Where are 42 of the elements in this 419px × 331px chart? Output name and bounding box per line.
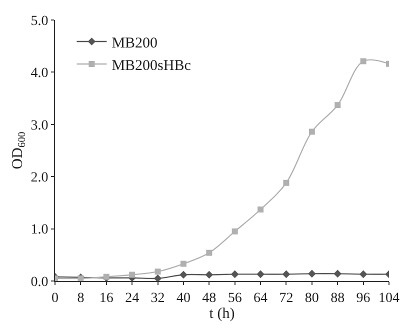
- x-tick-label: 32: [150, 290, 165, 306]
- x-tick-label: 16: [99, 290, 114, 306]
- point: [334, 270, 342, 278]
- x-tick-label: 0: [52, 290, 58, 306]
- point: [360, 58, 366, 64]
- x-tick-label: 8: [77, 290, 84, 306]
- point: [230, 270, 239, 278]
- point: [334, 102, 341, 108]
- x-tick-label: 104: [378, 290, 400, 306]
- y-tick-label: 3.0: [30, 118, 48, 134]
- point: [308, 128, 315, 135]
- legend-label: MB200sHBc: [112, 58, 192, 74]
- x-tick-label: 64: [254, 290, 268, 306]
- legend-label: MB200: [112, 35, 158, 52]
- point: [129, 272, 136, 278]
- y-tick-label: 4.0: [30, 66, 48, 82]
- x-tick-label: 72: [279, 290, 294, 306]
- point: [154, 274, 162, 281]
- x-tick-label: 40: [176, 290, 190, 306]
- point: [282, 270, 290, 278]
- point: [205, 270, 214, 279]
- y-tick-label: 0.0: [30, 274, 48, 290]
- x-axis-title: t (h): [209, 306, 235, 322]
- point: [359, 270, 368, 278]
- point: [308, 270, 316, 278]
- point: [180, 260, 186, 267]
- x-tick-label: 56: [228, 290, 242, 306]
- point: [232, 228, 238, 234]
- y-tick-label: 1.0: [30, 222, 48, 238]
- x-tick-label: 24: [125, 290, 140, 306]
- x-tick-label: 96: [356, 290, 370, 306]
- x-tick-label: 88: [330, 290, 345, 306]
- point: [283, 180, 290, 186]
- x-tick-label: 48: [202, 290, 216, 306]
- y-tick-label: 5.0: [30, 14, 48, 29]
- point: [206, 250, 212, 256]
- x-tick-label: 80: [304, 290, 319, 306]
- point: [258, 206, 264, 212]
- point: [180, 270, 188, 279]
- point: [154, 268, 161, 275]
- y-tick-label: 2.0: [30, 170, 48, 186]
- point: [256, 270, 264, 278]
